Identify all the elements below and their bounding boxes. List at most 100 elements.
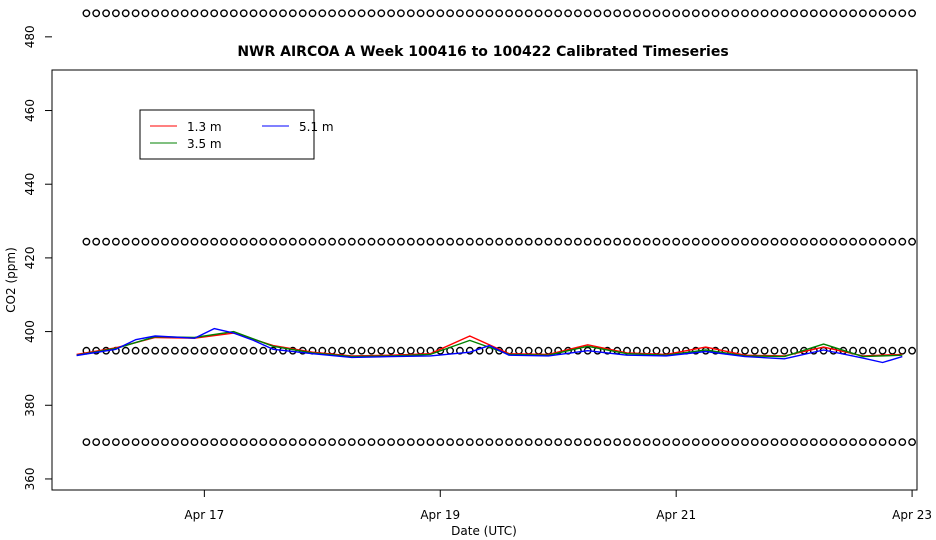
marker-point bbox=[652, 438, 661, 446]
marker-point bbox=[633, 237, 641, 246]
series-line bbox=[76, 327, 903, 364]
marker-point bbox=[741, 346, 749, 355]
marker-point bbox=[151, 9, 160, 18]
marker-point bbox=[131, 9, 140, 18]
marker-point bbox=[426, 237, 435, 246]
marker-point bbox=[800, 438, 808, 446]
marker-point bbox=[859, 346, 867, 355]
marker-point bbox=[82, 237, 91, 246]
marker-point bbox=[377, 438, 386, 446]
marker-point bbox=[583, 438, 592, 446]
marker-point bbox=[82, 9, 91, 18]
marker-point bbox=[485, 438, 494, 446]
marker-point bbox=[888, 346, 897, 355]
marker-point bbox=[770, 9, 779, 18]
marker-point bbox=[416, 237, 425, 246]
marker-point bbox=[436, 237, 445, 246]
marker-point bbox=[259, 237, 268, 246]
marker-point bbox=[396, 9, 405, 18]
marker-point bbox=[642, 9, 651, 18]
marker-point bbox=[908, 438, 916, 446]
marker-point bbox=[701, 438, 710, 446]
marker-point bbox=[544, 9, 553, 18]
marker-point bbox=[711, 438, 720, 446]
marker-point bbox=[603, 9, 612, 18]
marker-point bbox=[613, 237, 622, 246]
marker-point bbox=[534, 237, 543, 246]
marker-point bbox=[524, 237, 533, 246]
marker-point bbox=[652, 237, 661, 246]
marker-point bbox=[888, 9, 897, 18]
marker-point bbox=[406, 237, 415, 246]
marker-point bbox=[849, 237, 857, 246]
marker-point bbox=[151, 346, 160, 355]
marker-point bbox=[878, 438, 887, 446]
marker-point bbox=[790, 237, 798, 246]
marker-point bbox=[396, 438, 405, 446]
legend-label: 1.3 m bbox=[187, 120, 222, 134]
marker-point bbox=[662, 9, 671, 18]
marker-point bbox=[141, 438, 150, 446]
marker-point bbox=[180, 346, 189, 355]
marker-point bbox=[760, 438, 769, 446]
marker-point bbox=[377, 237, 386, 246]
marker-point bbox=[318, 438, 327, 446]
marker-point bbox=[819, 237, 828, 246]
marker-point bbox=[161, 346, 169, 355]
marker-point bbox=[721, 237, 730, 246]
marker-point bbox=[613, 9, 622, 18]
marker-point bbox=[623, 438, 631, 446]
marker-point bbox=[121, 438, 130, 446]
marker-point bbox=[642, 438, 651, 446]
marker-point bbox=[121, 237, 130, 246]
marker-point bbox=[141, 237, 150, 246]
marker-point bbox=[220, 237, 228, 246]
marker-point bbox=[750, 9, 759, 18]
marker-point bbox=[908, 346, 916, 355]
marker-point bbox=[583, 237, 592, 246]
marker-point bbox=[888, 438, 897, 446]
marker-point bbox=[898, 237, 907, 246]
marker-point bbox=[495, 9, 504, 18]
marker-point bbox=[406, 438, 415, 446]
marker-point bbox=[455, 237, 464, 246]
chart-title: NWR AIRCOA A Week 100416 to 100422 Calib… bbox=[237, 44, 728, 60]
marker-point bbox=[200, 346, 209, 355]
marker-point bbox=[859, 9, 867, 18]
marker-point bbox=[741, 237, 749, 246]
marker-point bbox=[475, 438, 484, 446]
marker-point bbox=[121, 9, 130, 18]
marker-point bbox=[829, 237, 838, 246]
marker-point bbox=[731, 237, 740, 246]
marker-point bbox=[564, 9, 572, 18]
marker-point bbox=[396, 346, 405, 355]
marker-point bbox=[102, 237, 111, 246]
marker-point bbox=[455, 438, 464, 446]
marker-point bbox=[819, 438, 828, 446]
marker-point bbox=[347, 346, 356, 355]
marker-point bbox=[170, 438, 179, 446]
marker-point bbox=[436, 438, 445, 446]
marker-point bbox=[662, 346, 671, 355]
marker-point bbox=[92, 438, 101, 446]
marker-point bbox=[338, 237, 346, 246]
marker-point bbox=[259, 438, 268, 446]
marker-point bbox=[672, 438, 681, 446]
marker-point bbox=[691, 237, 700, 246]
marker-point bbox=[279, 438, 287, 446]
marker-point bbox=[790, 9, 798, 18]
marker-point bbox=[288, 438, 297, 446]
marker-point bbox=[760, 9, 769, 18]
marker-point bbox=[347, 438, 356, 446]
marker-point bbox=[426, 438, 435, 446]
marker-point bbox=[564, 237, 572, 246]
marker-point bbox=[574, 237, 582, 246]
marker-point bbox=[269, 237, 278, 246]
marker-point bbox=[338, 9, 346, 18]
marker-point bbox=[308, 9, 317, 18]
marker-point bbox=[446, 9, 454, 18]
marker-point bbox=[770, 346, 779, 355]
marker-point bbox=[200, 9, 209, 18]
marker-point bbox=[465, 438, 474, 446]
x-tick-label: Apr 23 bbox=[892, 508, 932, 522]
